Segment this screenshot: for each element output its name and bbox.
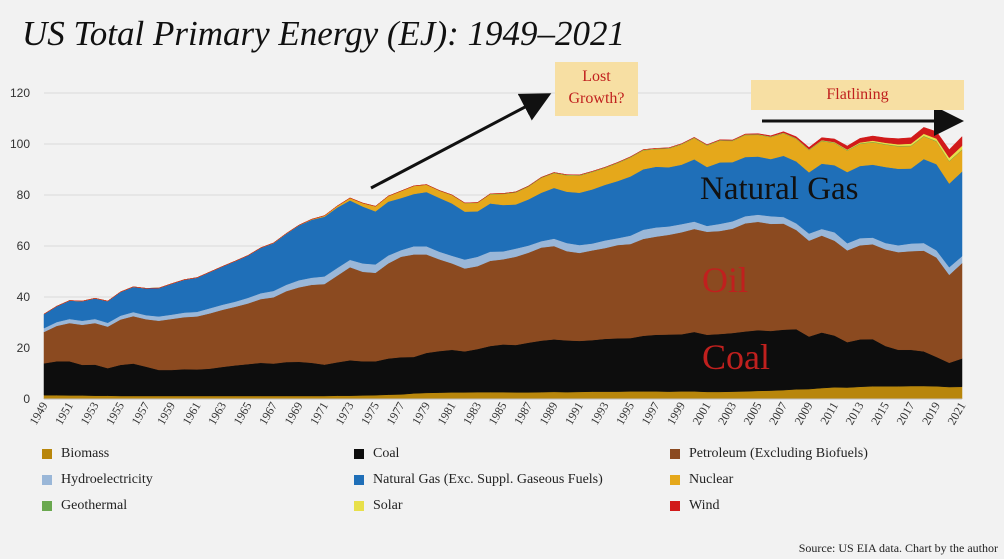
legend-label: Petroleum (Excluding Biofuels) — [689, 446, 868, 461]
legend-item: Biomass — [42, 446, 109, 462]
x-tick-label: 1951 — [52, 400, 76, 428]
legend-swatch — [354, 475, 364, 485]
legend-item: Hydroelectricity — [42, 472, 153, 488]
legend-item: Nuclear — [670, 472, 733, 488]
x-tick-label: 1981 — [434, 400, 458, 428]
x-tick-label: 2021 — [944, 400, 968, 428]
x-tick-label: 1969 — [281, 400, 305, 428]
x-tick-label: 1977 — [383, 400, 407, 428]
legend-label: Wind — [689, 498, 720, 513]
legend-label: Biomass — [61, 446, 110, 461]
legend-swatch — [670, 449, 680, 459]
legend-label: Natural Gas (Exc. Suppl. Gaseous Fuels) — [373, 472, 603, 487]
x-tick-label: 1999 — [664, 400, 688, 428]
legend-swatch — [354, 501, 364, 511]
legend-label: Coal — [373, 446, 400, 461]
y-tick-label: 60 — [17, 239, 31, 253]
legend-item: Solar — [354, 498, 403, 514]
coal-label: Coal — [702, 337, 770, 377]
x-tick-label: 1967 — [256, 400, 280, 428]
legend-swatch — [670, 501, 680, 511]
natural-gas-label: Natural Gas — [700, 171, 859, 207]
y-tick-label: 120 — [10, 86, 30, 100]
x-tick-label: 2009 — [791, 400, 815, 428]
legend-label: Solar — [373, 498, 403, 513]
legend-label: Hydroelectricity — [61, 472, 153, 487]
legend-item: Wind — [670, 498, 720, 514]
chart-title: US Total Primary Energy (EJ): 1949–2021 — [22, 14, 626, 53]
x-tick-label: 2001 — [689, 400, 713, 428]
y-tick-label: 80 — [17, 188, 31, 202]
flatlining-text: Flatlining — [826, 86, 889, 103]
x-tick-label: 1979 — [409, 400, 433, 428]
x-tick-label: 1973 — [332, 400, 356, 428]
x-tick-label: 2003 — [715, 400, 739, 428]
oil-label: Oil — [702, 260, 749, 300]
legend-swatch — [354, 449, 364, 459]
legend-item: Coal — [354, 446, 399, 462]
y-tick-label: 0 — [23, 392, 30, 406]
source-note: Source: US EIA data. Chart by the author — [798, 541, 998, 555]
x-tick-label: 1961 — [179, 400, 203, 428]
legend-item: Natural Gas (Exc. Suppl. Gaseous Fuels) — [354, 472, 603, 488]
x-tick-label: 1997 — [638, 400, 662, 428]
x-tick-label: 1983 — [460, 400, 484, 428]
lost-growth-callout: Lost Growth? — [555, 62, 638, 116]
x-tick-label: 2005 — [740, 400, 764, 428]
x-tick-label: 1989 — [536, 400, 560, 428]
x-tick-label: 1949 — [26, 400, 50, 428]
lost-growth-arrow — [370, 93, 552, 190]
legend-swatch — [42, 449, 52, 459]
x-tick-label: 1963 — [205, 400, 229, 428]
x-tick-label: 2017 — [893, 400, 917, 428]
x-tick-label: 1985 — [485, 400, 509, 428]
x-tick-label: 1975 — [358, 400, 382, 428]
legend-label: Geothermal — [61, 498, 128, 513]
x-tick-label: 1993 — [587, 400, 611, 428]
legend-swatch — [42, 475, 52, 485]
x-tick-label: 1957 — [128, 400, 152, 428]
x-tick-label: 1953 — [77, 400, 101, 428]
area-layer — [43, 127, 963, 400]
flatlining-callout: Flatlining — [751, 80, 964, 110]
x-tick-label: 1971 — [307, 400, 331, 428]
x-tick-label: 1987 — [511, 400, 535, 428]
x-tick-label: 2011 — [817, 400, 841, 427]
x-tick-label: 2015 — [868, 400, 892, 428]
y-tick-label: 40 — [17, 290, 31, 304]
x-tick-label: 1991 — [562, 400, 586, 428]
chart-legend: Biomass Coal Petroleum (Excluding Biofuels… — [42, 446, 992, 526]
legend-label: Nuclear — [689, 472, 734, 487]
legend-item: Geothermal — [42, 498, 127, 514]
area-wind — [43, 127, 963, 315]
x-tick-label: 2019 — [919, 400, 943, 428]
legend-item: Petroleum (Excluding Biofuels) — [670, 446, 868, 462]
x-tick-label: 1965 — [230, 400, 254, 428]
x-tick-label: 1955 — [103, 400, 127, 428]
x-tick-label: 1959 — [154, 400, 178, 428]
legend-swatch — [670, 475, 680, 485]
x-tick-label: 2007 — [766, 400, 790, 428]
lost-growth-text: Lost Growth? — [568, 68, 625, 107]
legend-swatch — [42, 501, 52, 511]
x-tick-label: 1995 — [613, 400, 637, 428]
y-tick-label: 20 — [17, 341, 31, 355]
x-tick-label: 2013 — [842, 400, 866, 428]
y-tick-label: 100 — [10, 137, 30, 151]
